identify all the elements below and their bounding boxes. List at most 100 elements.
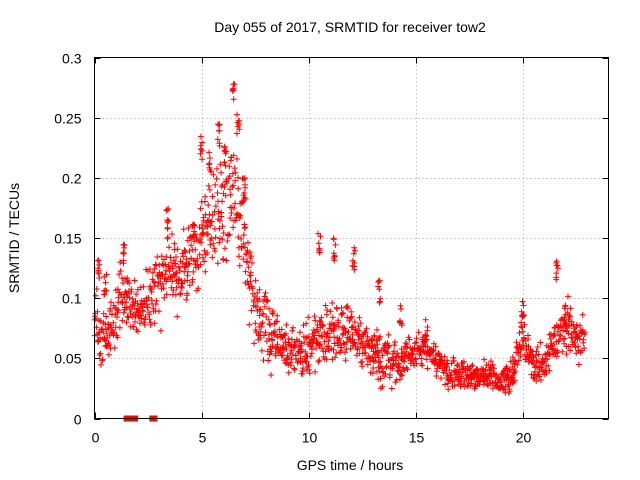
data-point: [316, 249, 323, 256]
data-point: [230, 224, 237, 231]
data-point: [235, 174, 241, 181]
data-point: [101, 273, 108, 280]
y-tick-label: 0: [74, 412, 82, 428]
data-point: [282, 330, 289, 337]
data-point: [240, 176, 247, 183]
data-point: [315, 240, 322, 247]
data-point: [222, 150, 229, 157]
data-point: [274, 312, 281, 319]
data-point: [313, 345, 319, 352]
data-point: [107, 305, 114, 312]
data-point: [377, 375, 384, 382]
data-point: [240, 192, 247, 199]
data-point: [226, 231, 233, 238]
data-point: [512, 368, 519, 375]
data-point: [212, 234, 219, 241]
data-point: [333, 350, 340, 357]
data-point: [516, 329, 523, 336]
data-point: [180, 253, 187, 260]
data-point: [323, 356, 330, 363]
data-point: [117, 268, 124, 274]
data-point: [567, 347, 574, 354]
data-point: [115, 286, 121, 293]
data-point: [322, 302, 329, 309]
data-point: [415, 329, 422, 336]
data-point: [493, 371, 500, 378]
data-point: [184, 292, 191, 299]
data-point: [176, 264, 183, 271]
data-point: [379, 383, 386, 390]
data-point: [346, 317, 353, 324]
data-point: [251, 340, 258, 347]
data-point: [404, 344, 411, 351]
data-point: [205, 182, 212, 189]
data-point: [324, 307, 331, 313]
data-point: [340, 340, 347, 346]
data-point: [553, 262, 560, 269]
x-tick-label: 0: [92, 430, 100, 446]
data-point: [413, 335, 420, 342]
data-point: [445, 386, 452, 393]
data-point: [389, 365, 396, 372]
data-point: [197, 142, 204, 149]
data-point: [397, 317, 404, 324]
data-point: [230, 152, 237, 159]
data-point: [220, 256, 227, 263]
data-point: [263, 313, 270, 320]
data-point: [185, 261, 192, 268]
data-point: [303, 320, 310, 327]
data-point: [382, 370, 389, 377]
data-point: [240, 232, 247, 238]
data-point: [248, 253, 255, 260]
data-point: [219, 198, 226, 205]
data-point: [137, 311, 144, 318]
data-point: [506, 388, 513, 395]
data-point: [451, 382, 458, 389]
data-point: [356, 314, 363, 321]
data-point: [341, 325, 348, 332]
data-point: [318, 314, 325, 321]
data-point: [419, 362, 426, 369]
data-point: [237, 212, 244, 219]
data-point: [152, 301, 159, 308]
data-point: [173, 254, 179, 260]
data-point: [253, 304, 259, 310]
data-point: [331, 340, 338, 347]
data-point: [225, 232, 232, 239]
data-point: [149, 269, 156, 276]
data-point: [443, 364, 450, 370]
data-point: [128, 288, 135, 295]
y-tick-label: 0.25: [54, 111, 81, 127]
data-point: [196, 251, 203, 258]
data-point: [375, 334, 382, 341]
data-point: [565, 330, 572, 337]
data-point: [179, 280, 186, 287]
data-point: [209, 193, 216, 200]
data-point: [272, 319, 279, 325]
data-point: [256, 312, 263, 319]
data-point: [231, 165, 238, 172]
data-point: [446, 367, 453, 373]
y-axis-label: SRMTID / TECUs: [6, 183, 22, 293]
data-point: [211, 245, 218, 252]
data-point: [347, 315, 354, 322]
data-point: [184, 268, 191, 275]
data-point: [159, 281, 166, 287]
data-point: [252, 320, 259, 327]
data-point: [540, 359, 547, 366]
data-point: [302, 349, 309, 355]
data-point: [432, 343, 439, 350]
data-point: [205, 202, 212, 209]
data-point: [219, 236, 226, 243]
data-point: [256, 296, 263, 303]
data-point: [257, 335, 264, 341]
data-point: [106, 332, 113, 339]
data-point: [533, 348, 540, 355]
data-point: [303, 358, 310, 365]
data-point: [218, 183, 225, 190]
data-point: [265, 357, 272, 364]
data-point: [101, 291, 108, 298]
data-point: [137, 320, 143, 327]
data-point: [406, 336, 413, 343]
data-point: [350, 250, 357, 257]
